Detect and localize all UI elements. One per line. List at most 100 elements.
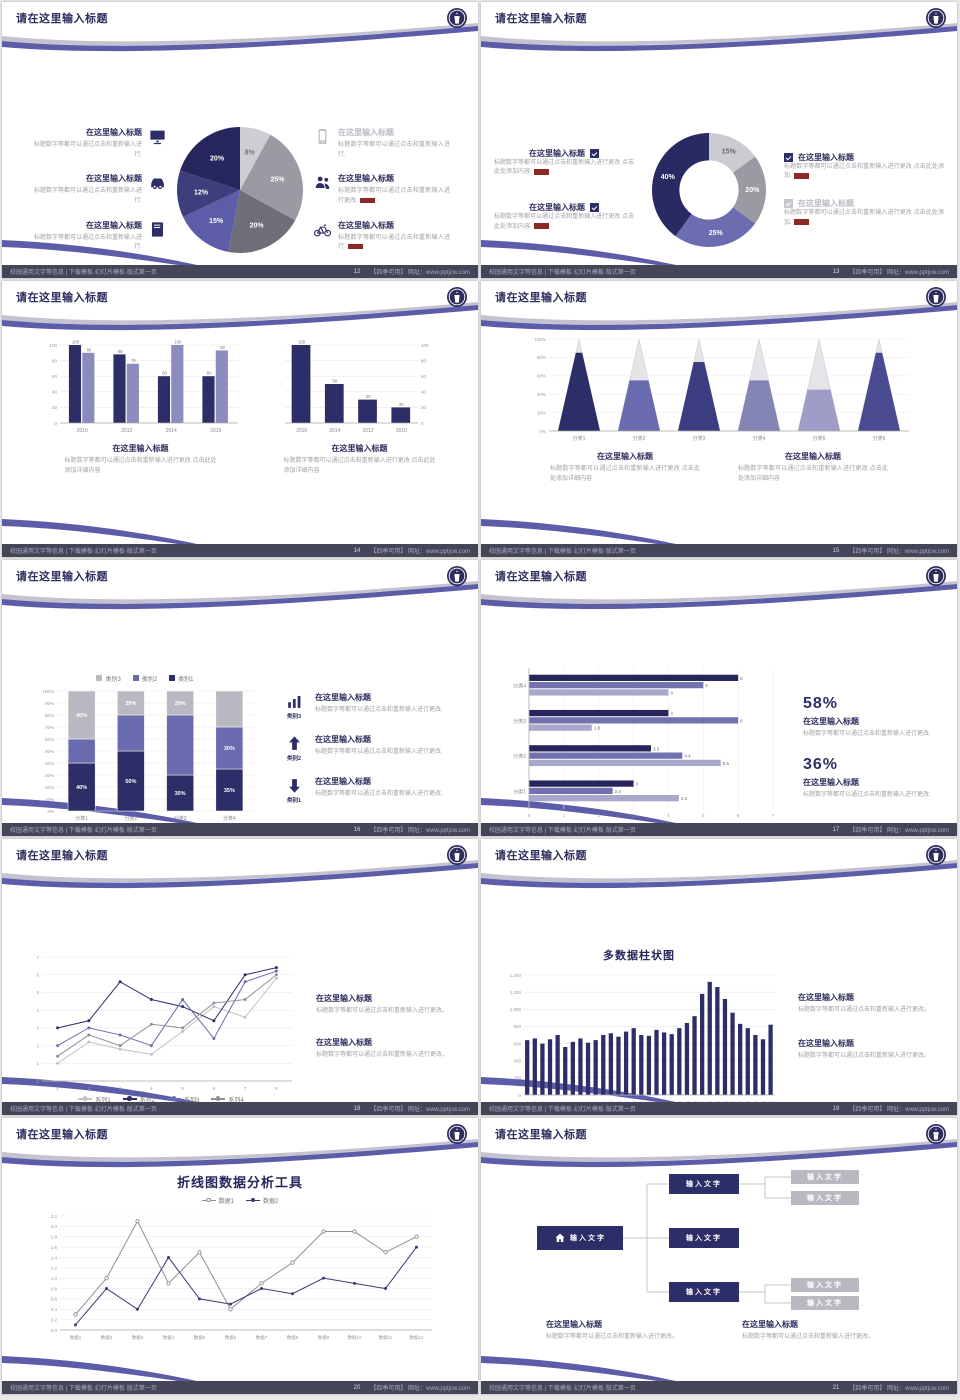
slide-21[interactable]: 请在这里输入标题 输入文字 输入文字 输入文字 输入文字 输入文字 输入文字 输…	[481, 1118, 957, 1394]
legend-item: 系列4	[211, 1095, 244, 1104]
slide-title: 请在这里输入标题	[495, 292, 587, 304]
svg-text:2012: 2012	[363, 428, 374, 434]
slide-14[interactable]: 请在这里输入标题 0 20 40 60 80 100 2010 100 90 2012 88 76 20…	[2, 281, 478, 557]
slide-title: 请在这里输入标题	[16, 292, 108, 304]
legend-marker	[78, 1095, 93, 1102]
svg-text:80: 80	[421, 358, 427, 363]
group-body: 标题数字等都可以通过点击和重新输入进行更改 点击此处添加内容.	[494, 159, 634, 176]
info-item: 在这里输入标题 标题数字等都可以通过点击和重新输入进行.	[313, 220, 463, 253]
svg-text:0.4: 0.4	[51, 1307, 58, 1312]
svg-text:1.2: 1.2	[51, 1266, 58, 1271]
flow-node: 输入文字	[669, 1282, 739, 1302]
svg-text:20%: 20%	[45, 784, 54, 789]
block-body: 标题数字等都可以通过点击和重新输入进行更改。	[798, 1053, 931, 1059]
block-title: 在这里输入标题	[546, 1320, 602, 1329]
stat-body: 标题数字等都可以通过点击和重新输入进行更改.	[803, 731, 931, 738]
footer-swoosh	[2, 1356, 197, 1381]
slide-17[interactable]: 请在这里输入标题 0 1 2 3 4 5 6 7 分类4 6 5 4 分类3 4 6 1.8 分类2 3.5 4.4…	[481, 560, 957, 836]
checkbox-icon	[590, 148, 599, 158]
slide-20[interactable]: 请在这里输入标题 折线图数据分析工具 数据1 数据2 0.0 0.2 0.4 0.6 0…	[2, 1118, 478, 1394]
red-highlight	[347, 243, 363, 250]
item-body: 标题数字等都可以通过点击和重新输入进行更改.	[315, 749, 443, 755]
svg-text:2.0: 2.0	[51, 1224, 58, 1229]
text-block: 在这里输入标题 标题数字等都可以通过点击和重新输入进行更改。	[546, 1319, 696, 1343]
footer-text-left: 校园通用文字等信息 | 下载模板·幻灯片模板·版式第一页	[10, 549, 157, 555]
header-swoosh	[2, 302, 478, 331]
red-highlight	[793, 219, 809, 225]
svg-text:1.8: 1.8	[51, 1235, 58, 1240]
svg-text:数据3: 数据3	[132, 1334, 144, 1341]
svg-text:70%: 70%	[45, 724, 54, 729]
svg-text:100%: 100%	[534, 337, 546, 342]
legend-item: 数据1	[201, 1196, 234, 1205]
page-number: 19	[832, 1105, 840, 1112]
svg-text:1.0: 1.0	[51, 1276, 58, 1281]
slide-footer: 校园通用文字等信息 | 下载模板·幻灯片模板·版式第一页 13 【四季可用】 网…	[481, 265, 957, 278]
logo-badge	[925, 7, 947, 29]
footer-text-left: 校园通用文字等信息 | 下载模板·幻灯片模板·版式第一页	[10, 1386, 157, 1392]
logo-badge	[446, 286, 468, 308]
svg-text:数据11: 数据11	[379, 1334, 393, 1341]
header-swoosh	[2, 1139, 478, 1168]
footer-text-right: 【四季可用】 网址：www.pptjcw.com	[370, 549, 470, 555]
logo-badge	[446, 844, 468, 866]
header-swoosh	[2, 860, 478, 889]
stat-title: 在这里输入标题	[803, 778, 859, 787]
item-title: 在这里输入标题	[338, 128, 394, 138]
legend-marker	[201, 1197, 216, 1204]
svg-text:数据4: 数据4	[163, 1334, 175, 1341]
header-swoosh	[481, 860, 957, 889]
svg-text:6: 6	[36, 972, 39, 977]
footer-text-left: 校园通用文字等信息 | 下载模板·幻灯片模板·版式第一页	[489, 828, 636, 834]
slide-footer: 校园通用文字等信息 | 下载模板·幻灯片模板·版式第一页 15 【四季可用】 网…	[481, 544, 957, 557]
stat-body: 标题数字等都可以通过点击和重新输入进行更改.	[803, 792, 931, 798]
item-caption: 类别3	[286, 714, 302, 720]
footer-text-right: 【四季可用】 网址：www.pptjcw.com	[370, 828, 470, 834]
checklist-group: 在这里输入标题 标题数字等都可以通过点击和重新输入进行更改 点击此处添加.	[784, 198, 944, 228]
svg-text:6: 6	[737, 813, 740, 818]
legend-swatch	[132, 675, 139, 681]
logo-badge	[446, 565, 468, 587]
red-highlight	[793, 173, 809, 179]
slide-15[interactable]: 请在这里输入标题 0% 20% 40% 60% 80% 100% 分类1 分类2 分类3 分类4 分…	[481, 281, 957, 557]
footer-text-left: 校园通用文字等信息 | 下载模板·幻灯片模板·版式第一页	[489, 1386, 636, 1392]
text-block: 在这里输入标题 标题数字等都可以通过点击和重新输入进行更改。	[742, 1319, 892, 1343]
red-highlight	[533, 223, 549, 229]
slide-18[interactable]: 请在这里输入标题 0 1 2 3 4 5 6 7 1 2 3 4 5 6 7 8 系列1 系列2 系列3 系列…	[2, 839, 478, 1115]
svg-text:2012: 2012	[121, 428, 132, 434]
text-block: 在这里输入标题 标题数字等都可以通过点击和重新输入进行更改 点击此处添加详细内容	[738, 451, 888, 484]
logo-badge	[925, 1123, 947, 1145]
group-title: 在这里输入标题	[529, 203, 585, 212]
svg-text:2: 2	[88, 1086, 91, 1091]
svg-text:1,400: 1,400	[510, 973, 522, 978]
info-item: 在这里输入标题 标题数字等都可以通过点击和重新输入进行.	[17, 220, 167, 253]
svg-text:3: 3	[36, 1025, 39, 1030]
svg-text:20: 20	[421, 405, 427, 410]
svg-text:数据12: 数据12	[409, 1334, 424, 1341]
block-body: 标题数字等都可以通过点击和重新输入进行更改 点击此处添加详细内容	[64, 458, 217, 474]
slide-title: 请在这里输入标题	[495, 1129, 587, 1141]
legend-item: 类别3	[96, 674, 121, 683]
slide-12[interactable]: 请在这里输入标题 在这里输入标题 标题数字等都可以通过点击和重新输入进行. 在这里…	[2, 2, 478, 278]
svg-text:分类3: 分类3	[513, 717, 526, 724]
slide-footer: 校园通用文字等信息 | 下载模板·幻灯片模板·版式第一页 17 【四季可用】 网…	[481, 823, 957, 836]
legend-item: 系列1	[78, 1095, 111, 1104]
svg-text:数据1: 数据1	[70, 1334, 82, 1341]
slide-16[interactable]: 请在这里输入标题 类别3 类别2 类别1 0% 10% 20% 30% 40% 50% 60…	[2, 560, 478, 836]
slide-title: 请在这里输入标题	[495, 850, 587, 862]
footer-text-right: 【四季可用】 网址：www.pptjcw.com	[849, 1107, 949, 1113]
footer-swoosh	[481, 240, 676, 265]
svg-text:7: 7	[244, 1086, 247, 1091]
svg-text:600: 600	[513, 1041, 521, 1046]
svg-text:15%: 15%	[722, 149, 737, 156]
block-body: 标题数字等都可以通过点击和重新输入进行更改。	[546, 1334, 679, 1340]
svg-text:0%: 0%	[539, 429, 546, 434]
flow-node: 输入文字	[669, 1228, 739, 1248]
svg-text:1,000: 1,000	[510, 1007, 522, 1012]
slide-19[interactable]: 请在这里输入标题 多数据柱状图 0 200 400 600 800 1,000 1,200 1…	[481, 839, 957, 1115]
svg-text:2014: 2014	[329, 428, 340, 434]
slide-13[interactable]: 请在这里输入标题 在这里输入标题 标题数字等都可以通过点击和重新输入进行更改 点…	[481, 2, 957, 278]
svg-text:2010: 2010	[396, 428, 407, 434]
footer-swoosh	[2, 519, 197, 544]
svg-text:0: 0	[36, 1078, 39, 1083]
